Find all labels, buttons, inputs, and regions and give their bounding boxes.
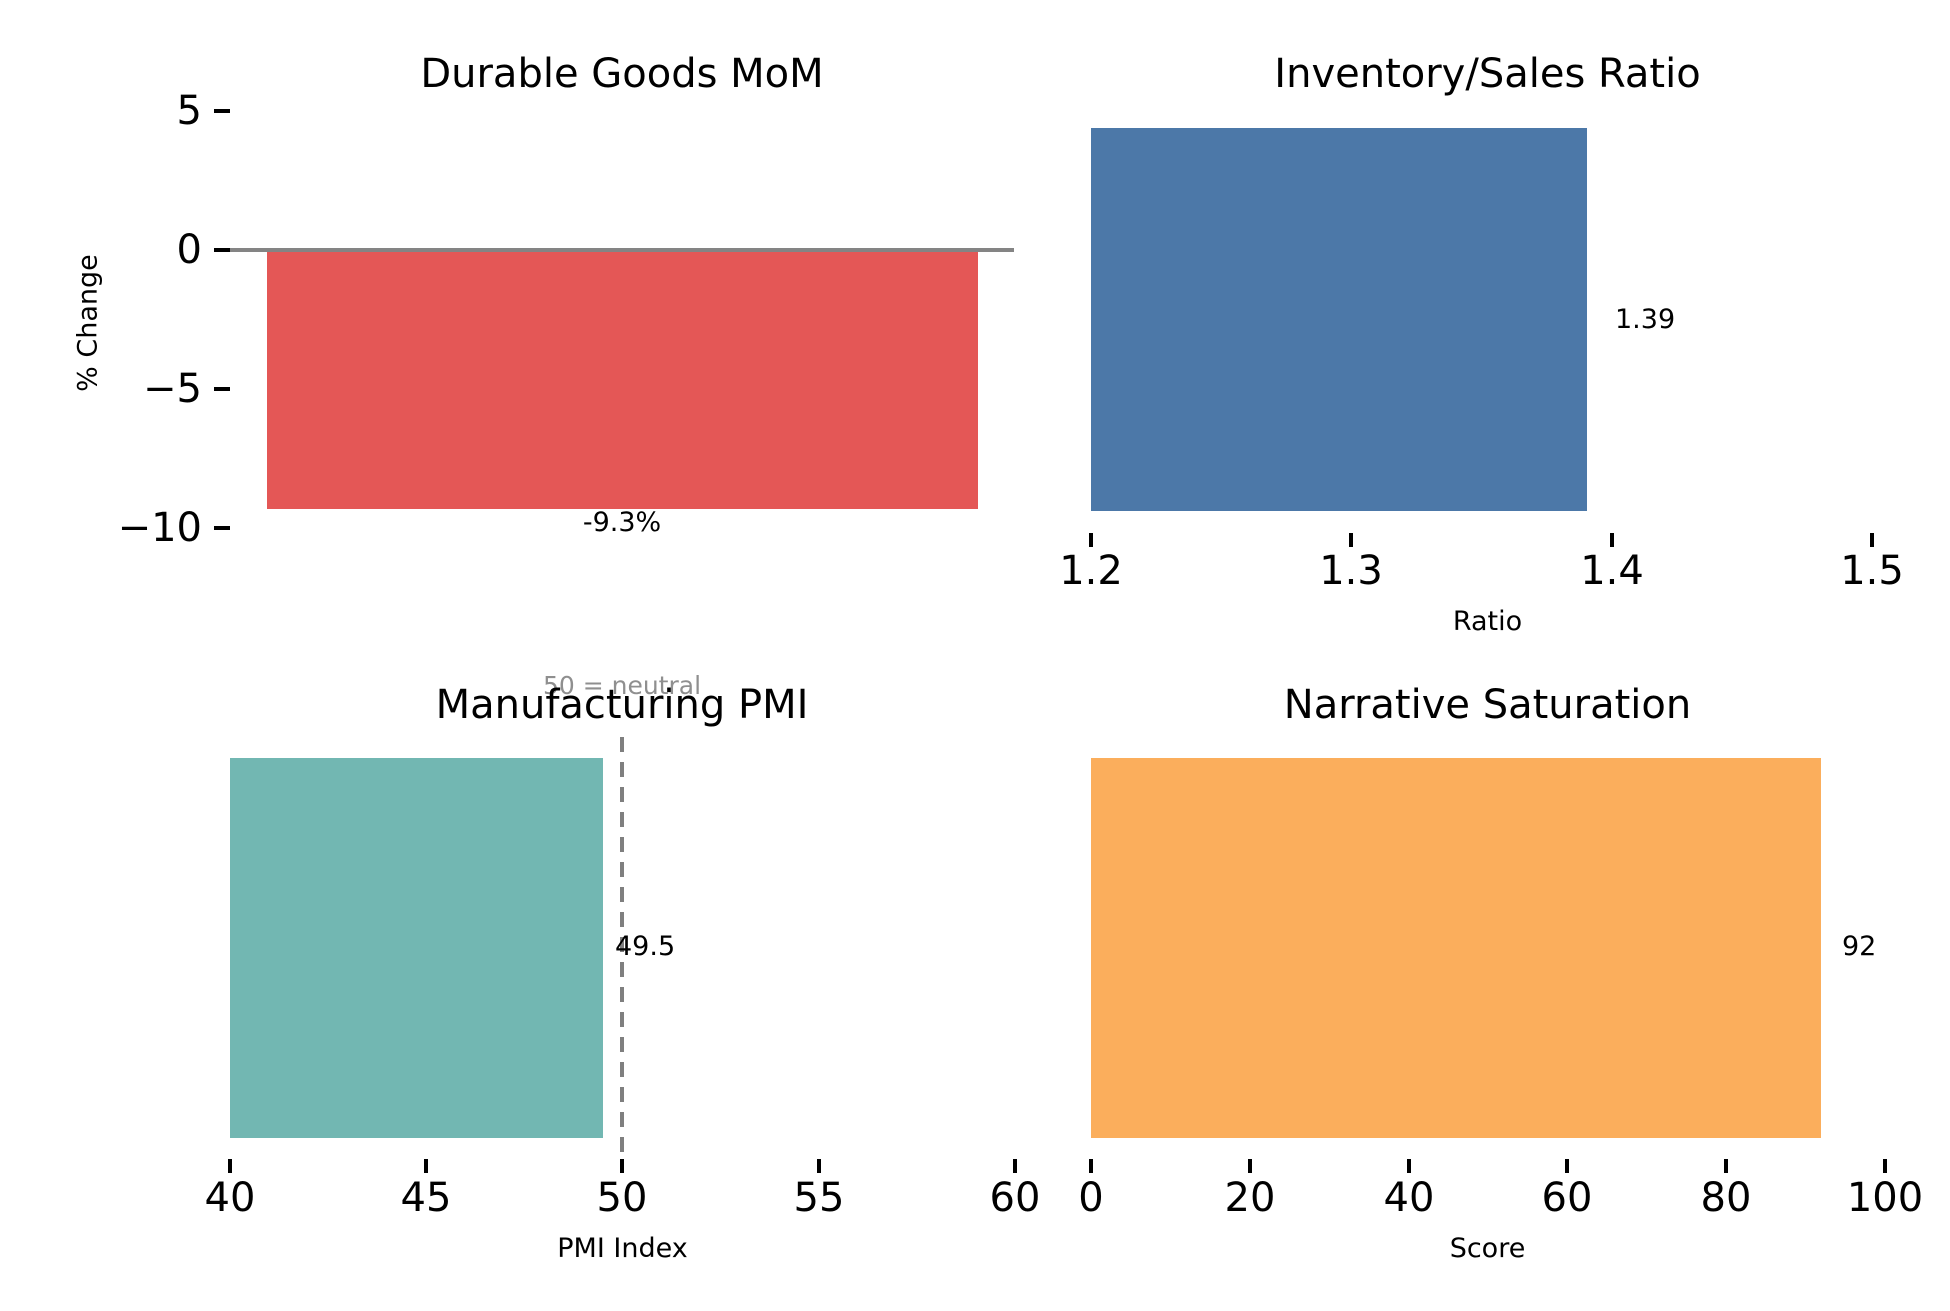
x-tick-mark	[1565, 1159, 1569, 1173]
x-tick-mark	[1089, 533, 1093, 547]
x-tick-label: 60	[989, 1175, 1041, 1221]
x-tick-label: 40	[1383, 1175, 1435, 1221]
inventory-sales-bar	[1091, 128, 1587, 511]
x-tick-mark	[1724, 1159, 1728, 1173]
x-tick-label: 40	[204, 1175, 256, 1221]
x-axis-label: Score	[1449, 1233, 1526, 1264]
y-tick-label: 5	[176, 88, 202, 134]
x-tick-label: 0	[1078, 1175, 1104, 1221]
x-tick-label: 20	[1224, 1175, 1276, 1221]
chart-title: Inventory/Sales Ratio	[1274, 51, 1701, 97]
x-axis-label: Ratio	[1452, 606, 1523, 637]
x-tick-label: 45	[400, 1175, 452, 1221]
chart-title: Durable Goods MoM	[420, 51, 824, 97]
manufacturing-pmi-bar	[230, 758, 603, 1138]
x-tick-label: 1.2	[1059, 548, 1123, 594]
x-tick-label: 1.5	[1840, 548, 1904, 594]
y-tick-mark	[214, 387, 230, 391]
y-tick-label: −5	[143, 366, 202, 412]
x-tick-mark	[228, 1159, 232, 1173]
x-tick-label: 50	[596, 1175, 648, 1221]
y-tick-mark	[214, 248, 230, 252]
x-axis-label: PMI Index	[557, 1233, 688, 1264]
x-tick-mark	[1089, 1159, 1093, 1173]
zero-line	[230, 248, 1014, 252]
bar-value-label: 92	[1842, 931, 1877, 962]
x-tick-label: 100	[1846, 1175, 1924, 1221]
x-tick-mark	[1883, 1159, 1887, 1173]
y-tick-mark	[214, 526, 230, 530]
y-tick-mark	[214, 109, 230, 113]
narrative-saturation-bar	[1091, 758, 1821, 1138]
bar-value-label: 49.5	[615, 931, 676, 962]
neutral-reference-line	[620, 737, 624, 1173]
y-tick-label: −10	[117, 505, 202, 551]
x-tick-mark	[817, 1159, 821, 1173]
bar-value-label: 1.39	[1615, 304, 1676, 335]
chart-title: Manufacturing PMI	[435, 682, 809, 728]
chart-manufacturing-pmi: 50 = neutral Manufacturing PMI 49.5 40 4…	[0, 655, 1041, 1311]
x-tick-label: 55	[793, 1175, 845, 1221]
x-tick-mark	[1013, 1159, 1017, 1173]
neutral-annotation: 50 = neutral	[542, 671, 702, 700]
chart-inventory-sales: Inventory/Sales Ratio 1.39 1.2 1.3 1.4 1…	[1014, 0, 1950, 655]
x-tick-label: 1.3	[1319, 548, 1383, 594]
x-tick-mark	[1407, 1159, 1411, 1173]
chart-durable-goods: Durable Goods MoM % Change 5 0 −5 −10 -9…	[0, 0, 1014, 655]
x-tick-label: 1.4	[1580, 548, 1644, 594]
durable-goods-bar	[267, 250, 978, 509]
x-tick-mark	[1610, 533, 1614, 547]
chart-narrative-saturation: Narrative Saturation 92 0 20 40 60 80 10…	[1014, 655, 1950, 1311]
bar-value-label: -9.3%	[582, 507, 662, 538]
x-tick-mark	[424, 1159, 428, 1173]
x-tick-mark	[1349, 533, 1353, 547]
x-tick-label: 60	[1541, 1175, 1593, 1221]
x-tick-mark	[620, 1159, 624, 1173]
x-tick-mark	[1870, 533, 1874, 547]
y-tick-label: 0	[176, 227, 202, 273]
x-tick-mark	[1248, 1159, 1252, 1173]
x-tick-label: 80	[1700, 1175, 1752, 1221]
chart-title: Narrative Saturation	[1283, 682, 1692, 728]
